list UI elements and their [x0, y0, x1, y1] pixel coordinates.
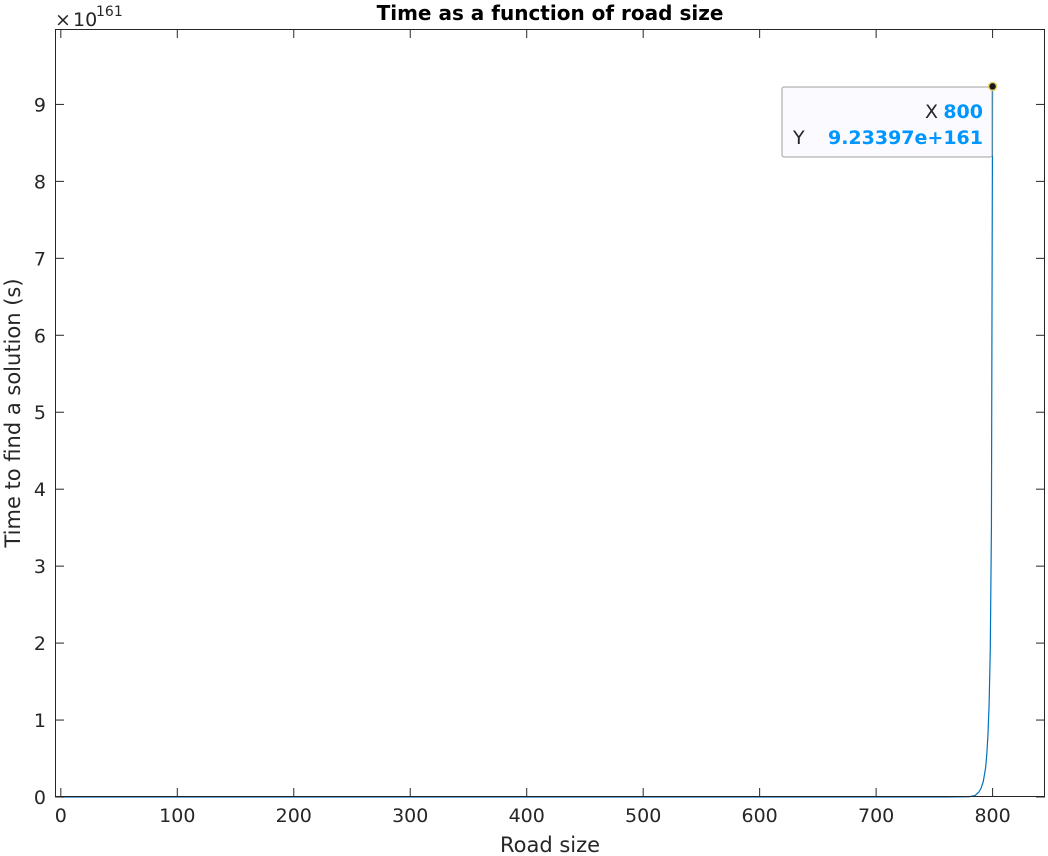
y-tick-label: 7	[34, 248, 46, 270]
x-tick-label: 500	[625, 805, 661, 827]
x-tick-label: 600	[742, 805, 778, 827]
x-tick-label: 800	[974, 805, 1010, 827]
datatip-box	[781, 86, 993, 158]
y-tick-label: 4	[34, 479, 46, 501]
y-tick-label: 8	[34, 171, 46, 193]
x-tick-label: 100	[159, 805, 195, 827]
y-tick-label: 3	[34, 556, 46, 578]
datatip-x-key: X	[925, 101, 938, 123]
x-axis-label: Road size	[500, 833, 600, 856]
y-tick-label: 1	[34, 710, 46, 732]
x-tick-label: 400	[509, 805, 545, 827]
y-axis-label: Time to find a solution (s)	[1, 278, 25, 548]
y-exponent-power: 161	[96, 4, 123, 20]
datatip-marker[interactable]	[987, 81, 998, 92]
chart-title: Time as a function of road size	[377, 1, 724, 25]
y-tick-label: 2	[34, 633, 46, 655]
y-axis-exponent: × 10 161	[55, 4, 123, 31]
x-tick-label: 300	[392, 805, 428, 827]
tick-labels-layer: 0 100 200 300 400 500 600 700 800 0 1 2 3 4 5 6 7 8 9	[34, 94, 1011, 827]
y-tick-label: 6	[34, 325, 46, 347]
datatip-y-key: Y	[792, 127, 805, 149]
y-tick-label: 0	[34, 787, 46, 809]
datatip-x-value: 800	[943, 101, 983, 123]
y-tick-label: 5	[34, 402, 46, 424]
y-tick-label: 9	[34, 94, 46, 116]
datatip[interactable]: X 800 Y 9.23397e+161	[781, 81, 998, 158]
x-tick-label: 200	[276, 805, 312, 827]
x-tick-label: 700	[858, 805, 894, 827]
x-tick-label: 0	[55, 805, 67, 827]
datatip-y-value: 9.23397e+161	[828, 127, 983, 149]
y-exponent-base: 10	[73, 9, 97, 31]
axes-box	[55, 29, 1045, 797]
ticks-layer	[55, 29, 1045, 798]
y-exponent-prefix: ×	[55, 9, 71, 31]
